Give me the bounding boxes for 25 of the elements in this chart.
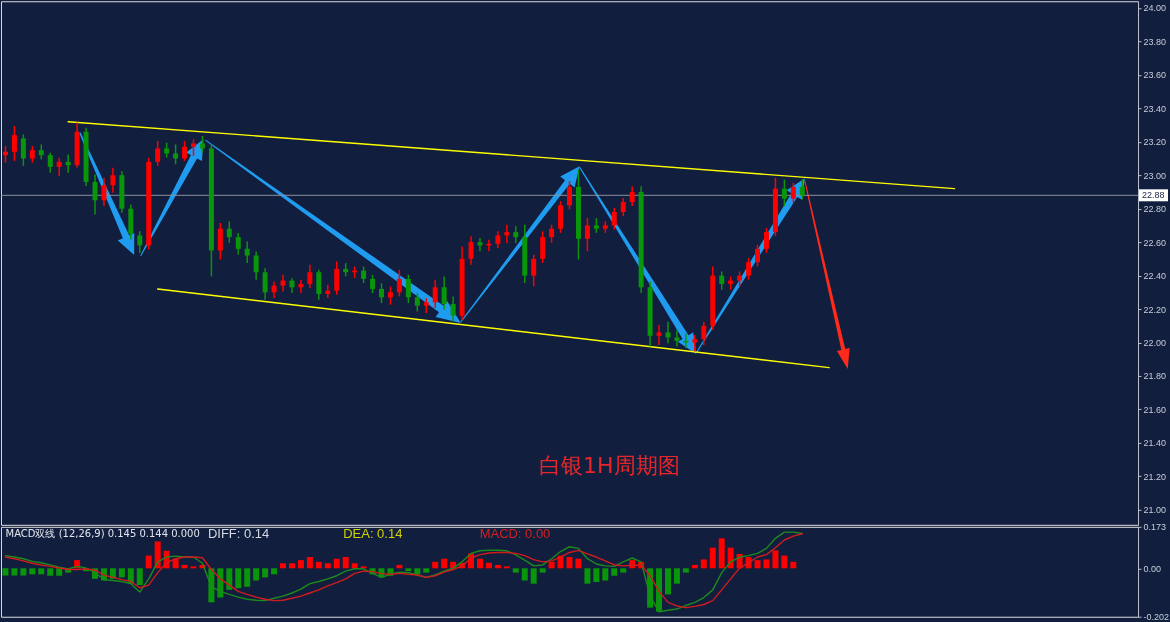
y-tick-label: 23.40	[1143, 103, 1167, 114]
y-tick-label: 24.00	[1143, 3, 1167, 14]
y-tick-label: 22.60	[1143, 237, 1167, 248]
y-tick-label: 22.20	[1143, 304, 1167, 315]
annotation: DEA: 0.14	[343, 526, 403, 542]
y-tick-label: 21.80	[1143, 371, 1167, 382]
y-tick-label: 21.60	[1143, 404, 1167, 415]
y-tick-label: 23.20	[1143, 137, 1167, 148]
annotation: MACD: 0.00	[479, 526, 551, 542]
y-tick-label: 22.80	[1143, 204, 1167, 215]
y-tick-label: 23.00	[1143, 170, 1167, 181]
y-tick-label: 23.60	[1143, 70, 1167, 81]
ref-line-label: 22.88	[1142, 190, 1165, 201]
y-tick-label: 0.173	[1143, 522, 1167, 533]
annotation: MACD双线 (12,26,9) 0.145 0.144 0.000	[5, 528, 200, 540]
annotation: DIFF: 0.14	[207, 526, 270, 542]
annotation: 白银1H周期图	[539, 452, 680, 478]
y-tick-label: 21.40	[1143, 438, 1167, 449]
y-tick-label: 22.00	[1143, 337, 1167, 348]
y-tick-label: -0.202	[1143, 612, 1170, 622]
y-tick-label: 21.00	[1143, 505, 1167, 516]
y-tick-label: 22.40	[1143, 271, 1167, 282]
y-tick-label: 21.20	[1143, 471, 1167, 482]
y-tick-label: 0.00	[1143, 563, 1162, 574]
y-tick-label: 23.80	[1143, 36, 1167, 47]
